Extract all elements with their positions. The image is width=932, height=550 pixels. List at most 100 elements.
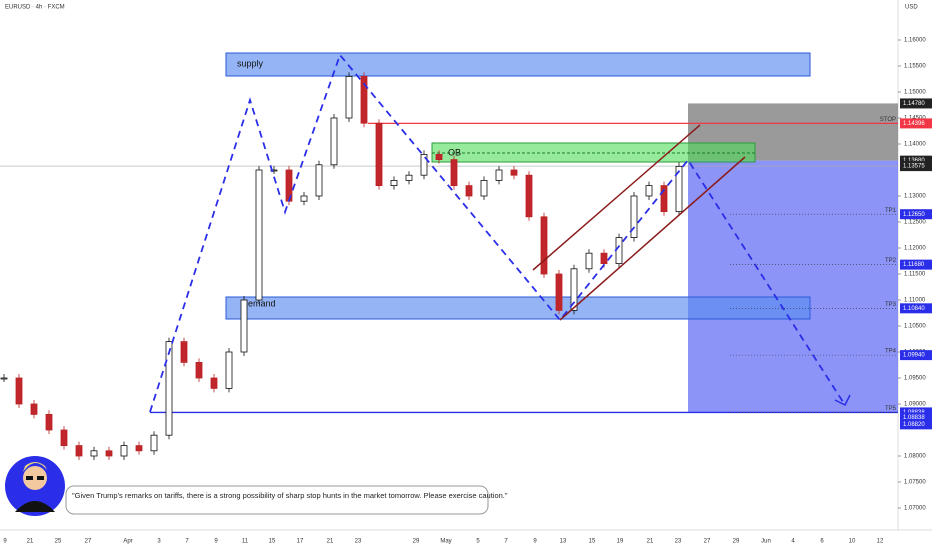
price-tag bbox=[900, 118, 932, 129]
price-tick-label: 1.07000 bbox=[904, 506, 926, 512]
price-tag bbox=[900, 98, 932, 109]
level-name: TP5 bbox=[885, 406, 897, 412]
candle bbox=[375, 122, 383, 186]
candle bbox=[225, 351, 233, 389]
avatar-body bbox=[15, 501, 55, 512]
price-tag-label: 1.08820 bbox=[903, 422, 925, 428]
candle bbox=[570, 268, 578, 311]
price-tag bbox=[900, 412, 932, 423]
time-label: 21 bbox=[27, 539, 34, 545]
price-tag bbox=[900, 350, 932, 361]
level-name: TP1 bbox=[885, 208, 897, 214]
avatar-glasses bbox=[37, 476, 44, 480]
price-tick-label: 1.12500 bbox=[904, 220, 926, 226]
time-label: 4 bbox=[791, 539, 795, 545]
candle bbox=[630, 195, 638, 238]
price-tick-label: 1.12000 bbox=[904, 246, 926, 252]
time-label: 21 bbox=[647, 539, 654, 545]
time-label: 9 bbox=[214, 539, 218, 545]
candle bbox=[510, 169, 518, 176]
candle bbox=[390, 179, 398, 186]
candle bbox=[435, 153, 443, 160]
candle bbox=[525, 174, 533, 218]
time-label: 29 bbox=[413, 539, 420, 545]
price-tag-label: 1.12650 bbox=[903, 212, 925, 218]
candle bbox=[180, 341, 188, 363]
candle bbox=[120, 445, 128, 457]
candle bbox=[585, 252, 593, 270]
price-tag-label: 1.13575 bbox=[903, 164, 925, 170]
price-tag-label: 1.10840 bbox=[903, 306, 925, 312]
level-name: STOP bbox=[880, 117, 896, 123]
time-label: 7 bbox=[504, 539, 508, 545]
candle bbox=[330, 117, 338, 166]
candle bbox=[165, 341, 173, 436]
price-tag bbox=[900, 259, 932, 270]
candle bbox=[60, 429, 68, 446]
time-label: Jun bbox=[761, 539, 771, 545]
level-name: TP4 bbox=[885, 349, 897, 355]
candle bbox=[555, 273, 563, 311]
candle bbox=[480, 179, 488, 197]
time-label: 11 bbox=[242, 539, 249, 545]
level-name: TP2 bbox=[885, 258, 897, 264]
price-tag-label: 1.14396 bbox=[903, 121, 925, 127]
price-tick-label: 1.11500 bbox=[904, 272, 926, 278]
candle bbox=[300, 195, 308, 202]
time-label: 27 bbox=[704, 539, 711, 545]
candle bbox=[360, 76, 368, 124]
candle bbox=[660, 185, 668, 213]
price-tick-label: 1.13000 bbox=[904, 194, 926, 200]
time-label: 21 bbox=[327, 539, 334, 545]
time-label: 7 bbox=[185, 539, 189, 545]
time-label: 6 bbox=[820, 539, 824, 545]
price-tag bbox=[900, 303, 932, 314]
price-tag-label: 1.11680 bbox=[903, 262, 925, 268]
comment: "Given Trump's remarks on tariffs, there… bbox=[72, 491, 508, 500]
candle bbox=[420, 153, 428, 176]
time-label: 25 bbox=[55, 539, 62, 545]
candle bbox=[495, 169, 503, 181]
price-tag bbox=[900, 161, 932, 172]
time-label: 27 bbox=[85, 539, 92, 545]
candle bbox=[270, 169, 278, 172]
ob-label: OB bbox=[448, 147, 461, 157]
time-label: Apr bbox=[123, 539, 132, 545]
candle bbox=[0, 377, 8, 380]
price-tag bbox=[900, 209, 932, 220]
price-tick-label: 1.15500 bbox=[904, 64, 926, 70]
time-label: 13 bbox=[560, 539, 567, 545]
candle bbox=[90, 450, 98, 457]
candle bbox=[210, 377, 218, 389]
price-tag bbox=[900, 419, 932, 430]
supply-label: supply bbox=[237, 58, 264, 68]
candle bbox=[150, 434, 158, 452]
candle bbox=[465, 185, 473, 197]
candle bbox=[105, 450, 113, 457]
price-tag-label: 1.14780 bbox=[903, 101, 925, 107]
candle bbox=[345, 76, 353, 119]
symbol: EURUSD · 4h · FXCM bbox=[5, 5, 65, 11]
candle bbox=[15, 377, 23, 405]
avatar-glasses bbox=[26, 476, 33, 480]
time-label: 23 bbox=[675, 539, 682, 545]
comment-bubble bbox=[65, 485, 489, 515]
time-label: 12 bbox=[877, 539, 884, 545]
price-tick-label: 1.15000 bbox=[904, 90, 926, 96]
time-label: 29 bbox=[733, 539, 740, 545]
price-tick-label: 1.08000 bbox=[904, 454, 926, 460]
level-name: TP3 bbox=[885, 302, 897, 308]
candle bbox=[45, 413, 53, 431]
candle bbox=[75, 445, 83, 457]
price-tick-label: 1.14000 bbox=[904, 142, 926, 148]
time-label: 3 bbox=[157, 539, 161, 545]
currency: USD bbox=[905, 5, 918, 11]
time-label: 17 bbox=[297, 539, 304, 545]
candle bbox=[195, 361, 203, 379]
candle bbox=[675, 165, 683, 213]
time-label: May bbox=[440, 539, 451, 545]
time-label: 10 bbox=[849, 539, 856, 545]
time-label: 5 bbox=[476, 539, 480, 545]
